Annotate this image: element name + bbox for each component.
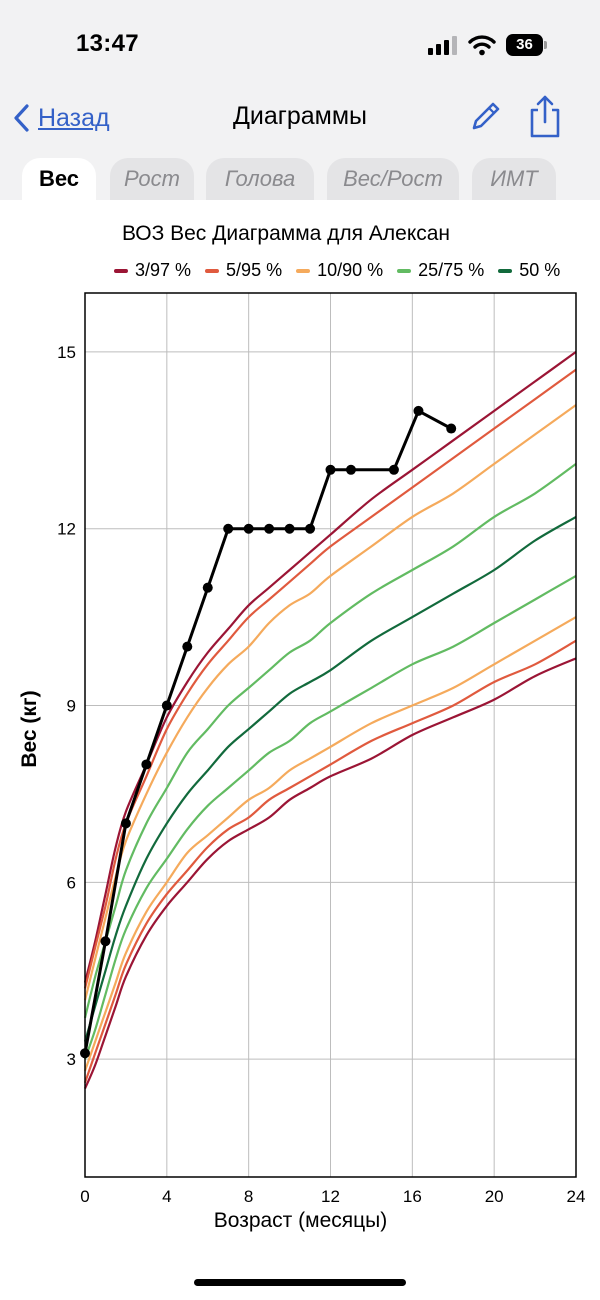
child-weight-point	[388, 464, 399, 475]
home-indicator[interactable]	[194, 1279, 406, 1286]
nav-bar: Назад Диаграммы	[0, 90, 600, 150]
child-weight-point	[100, 936, 111, 947]
tab-bmi[interactable]: ИМТ	[472, 158, 556, 202]
chart-legend: 3/97 % 5/95 % 10/90 % 25/75 % 50 %	[114, 260, 560, 281]
pencil-icon	[472, 102, 500, 130]
percentile-curve-3	[83, 657, 577, 1090]
percentile-curve-5	[83, 639, 577, 1084]
legend-label: 10/90 %	[317, 260, 384, 280]
share-button[interactable]	[526, 94, 564, 138]
x-tick-label: 8	[244, 1187, 253, 1206]
chart-title: ВОЗ Вес Диаграмма для Алексан	[121, 222, 451, 245]
plot-border	[84, 292, 577, 1178]
percentile-curve-75	[83, 463, 577, 1019]
x-tick-label: 12	[321, 1187, 340, 1206]
legend-label: 5/95 %	[226, 260, 283, 280]
legend-item: 3/97 %	[114, 260, 191, 281]
legend-label: 25/75 %	[418, 260, 485, 280]
child-weight-point	[223, 523, 234, 534]
edit-button[interactable]	[468, 98, 504, 134]
wifi-icon	[468, 35, 496, 56]
y-axis-label: Вес (кг)	[18, 690, 41, 767]
child-weight-point	[182, 641, 193, 652]
tab-height[interactable]: Рост	[110, 158, 194, 202]
share-icon	[530, 95, 560, 138]
percentile-curve-50	[83, 515, 577, 1042]
child-weight-point	[345, 464, 356, 475]
y-tick-label: 12	[57, 520, 76, 539]
back-label: Назад	[38, 103, 110, 132]
child-weight-point	[120, 818, 131, 829]
child-weight-point	[161, 700, 172, 711]
status-time: 13:47	[76, 30, 139, 57]
child-weight-point	[446, 423, 457, 434]
percentile-curve-25	[83, 574, 577, 1060]
y-tick-label: 3	[67, 1050, 76, 1069]
legend-label: 3/97 %	[135, 260, 192, 280]
chevron-left-icon	[14, 104, 29, 132]
battery-level: 36	[506, 34, 543, 56]
y-tick-label: 6	[67, 873, 76, 892]
x-tick-label: 24	[567, 1187, 586, 1206]
y-tick-label: 9	[67, 697, 76, 716]
percentile-curve-97	[83, 351, 577, 983]
child-weight-point	[202, 582, 213, 593]
legend-item: 10/90 %	[296, 260, 383, 281]
child-weight-point	[305, 523, 316, 534]
signal-icon	[428, 36, 457, 55]
tab-weight-height[interactable]: Вес/Рост	[327, 158, 459, 202]
percentile-curve-95	[83, 368, 577, 989]
child-weight-point	[284, 523, 295, 534]
legend-item: 5/95 %	[205, 260, 282, 281]
x-axis-label: Возраст (месяцы)	[214, 1209, 388, 1232]
legend-swatch-5-95	[205, 268, 220, 273]
back-button[interactable]: Назад	[12, 98, 110, 138]
child-weight-point	[325, 464, 336, 475]
child-weight-point	[141, 759, 152, 770]
page-title: Диаграммы	[232, 102, 368, 130]
legend-item: 25/75 %	[397, 260, 484, 281]
tab-head[interactable]: Голова	[206, 158, 314, 202]
tab-bar: Вес Рост Голова Вес/Рост ИМТ	[0, 150, 600, 204]
legend-swatch-50	[498, 268, 513, 273]
child-weight-point	[264, 523, 275, 534]
child-weight-point	[243, 523, 254, 534]
x-tick-label: 20	[485, 1187, 504, 1206]
legend-swatch-10-90	[296, 268, 311, 273]
x-tick-label: 0	[80, 1187, 89, 1206]
tab-weight[interactable]: Вес	[22, 158, 96, 204]
status-icons: 36	[428, 34, 548, 56]
child-weight-point	[413, 405, 424, 416]
battery-icon: 36	[506, 34, 548, 56]
legend-label: 50 %	[519, 260, 561, 280]
legend-swatch-3-97	[114, 268, 128, 273]
x-tick-label: 16	[403, 1187, 422, 1206]
legend-swatch-25-75	[397, 268, 412, 273]
battery-tip	[544, 41, 547, 49]
percentile-curve-10	[83, 616, 577, 1072]
legend-item: 50 %	[498, 260, 560, 281]
x-tick-label: 4	[162, 1187, 171, 1206]
y-tick-label: 15	[57, 343, 76, 362]
status-bar: 13:47 36	[0, 0, 600, 90]
